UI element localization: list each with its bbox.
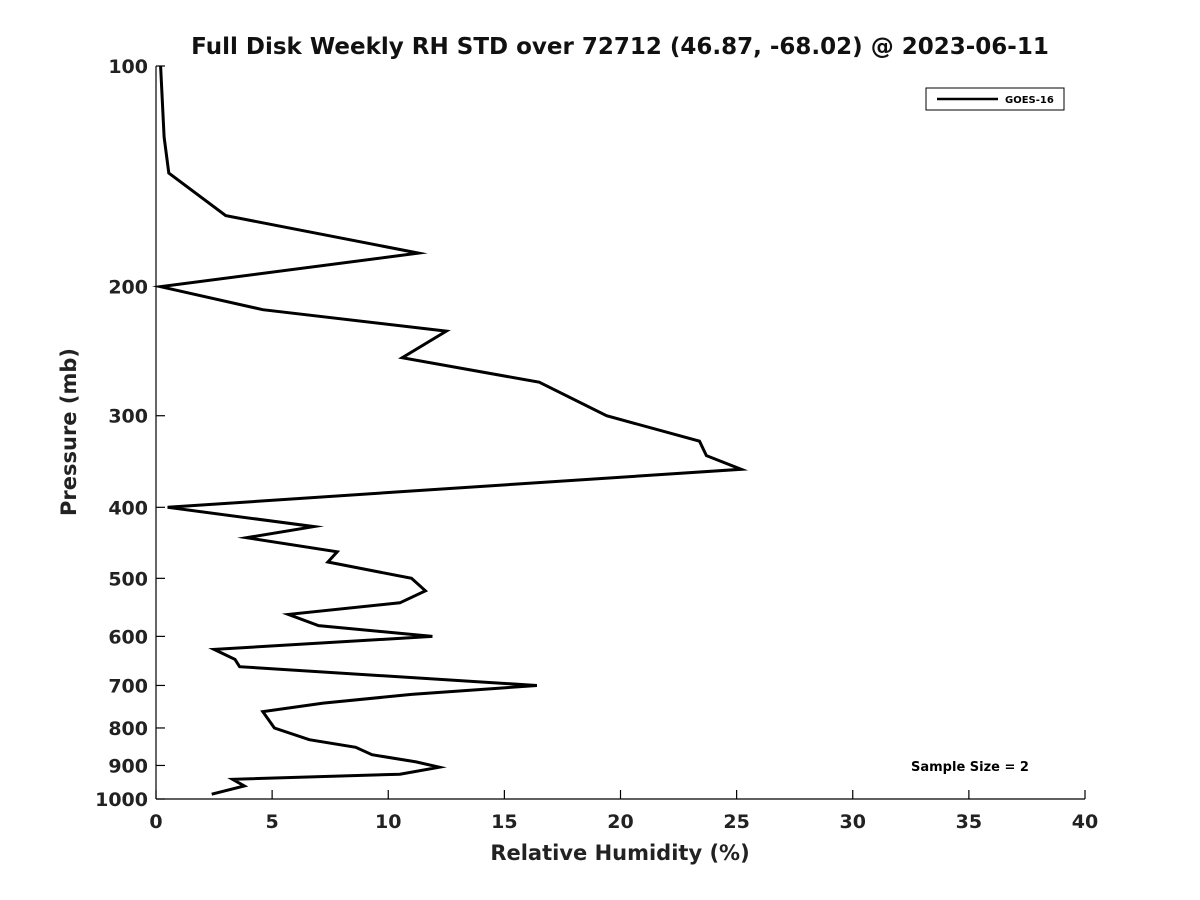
- y-axis-title: Pressure (mb): [57, 348, 81, 516]
- y-tick-label: 900: [108, 755, 148, 777]
- y-tick-label: 800: [108, 718, 148, 740]
- x-tick-label: 20: [607, 811, 633, 833]
- chart-title: Full Disk Weekly RH STD over 72712 (46.8…: [191, 34, 1049, 60]
- y-axis-ticks: 100 200 300 400 500 600 700 800 900 1000: [95, 56, 165, 811]
- y-tick-label: 200: [108, 277, 148, 299]
- y-tick-label: 700: [108, 675, 148, 697]
- sample-size-annotation: Sample Size = 2: [911, 760, 1029, 775]
- y-tick-label: 600: [108, 626, 148, 648]
- legend: GOES-16: [925, 87, 1065, 111]
- x-axis-title: Relative Humidity (%): [490, 841, 749, 865]
- x-tick-label: 40: [1072, 811, 1098, 833]
- x-tick-label: 30: [840, 811, 866, 833]
- series-line-goes-16: [152, 65, 749, 796]
- legend-label-goes-16: GOES-16: [1005, 95, 1054, 106]
- y-tick-label: 300: [108, 406, 148, 428]
- y-tick-label: 100: [108, 56, 148, 78]
- x-tick-label: 0: [149, 811, 162, 833]
- y-tick-label: 400: [108, 497, 148, 519]
- x-tick-label: 10: [375, 811, 401, 833]
- series-group: [152, 65, 749, 796]
- x-axis-ticks: 0 5 10 15 20 25 30 35 40: [149, 790, 1098, 833]
- plot-area: 0 5 10 15 20 25 30 35 40 100 200 300 400 500 600 700 80…: [95, 56, 1098, 833]
- x-tick-label: 5: [266, 811, 279, 833]
- y-tick-label: 1000: [95, 789, 148, 811]
- x-tick-label: 25: [723, 811, 749, 833]
- y-tick-label: 500: [108, 568, 148, 590]
- x-tick-label: 15: [491, 811, 517, 833]
- x-tick-label: 35: [956, 811, 982, 833]
